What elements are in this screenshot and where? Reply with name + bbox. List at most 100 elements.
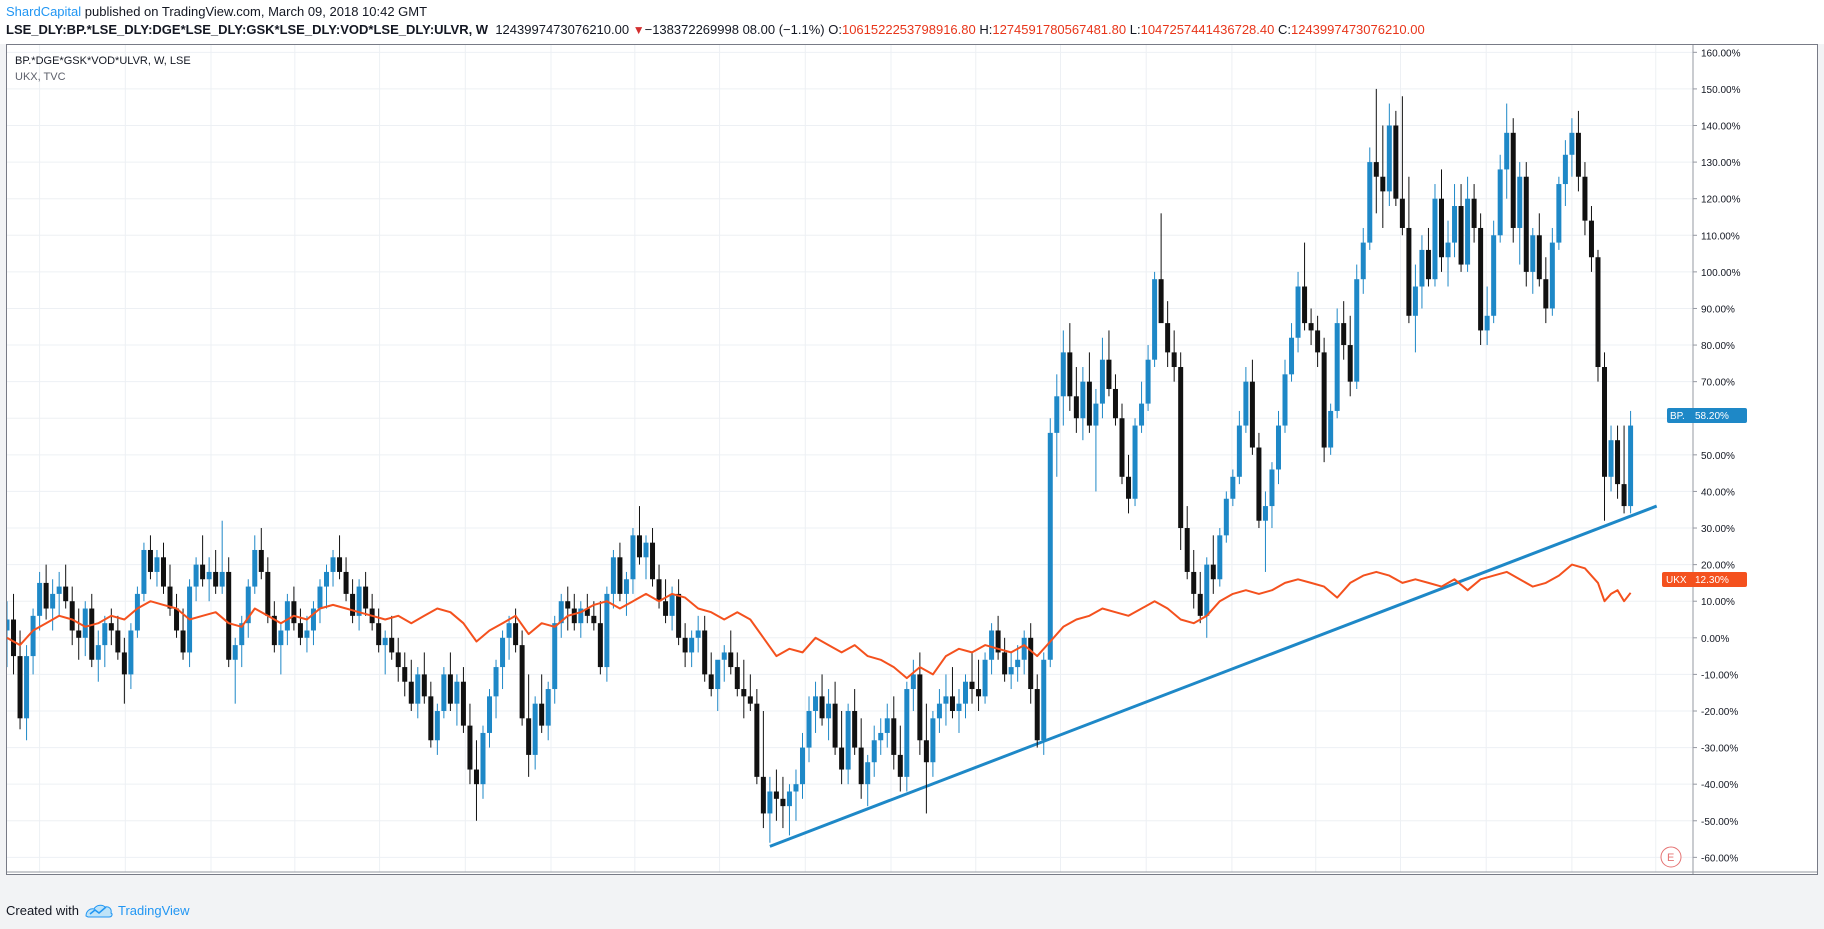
candle-body [565, 601, 571, 609]
candle-body [1628, 425, 1634, 507]
candle [1106, 330, 1112, 397]
candle-body [1419, 249, 1425, 287]
candle-body [487, 696, 493, 733]
candle [271, 601, 277, 653]
candle [310, 601, 316, 646]
candle [799, 732, 805, 799]
candle-body [1080, 381, 1086, 419]
candle [956, 689, 962, 733]
candle-body [578, 608, 584, 624]
candle-body [1360, 242, 1366, 280]
candle [982, 652, 988, 704]
candle-body [1230, 476, 1236, 499]
candle [754, 689, 760, 785]
candle-body [1184, 528, 1190, 572]
candle-body [1262, 506, 1268, 521]
candle-body [643, 542, 649, 558]
tradingview-link[interactable]: TradingView [118, 903, 190, 918]
candle-body [337, 557, 343, 572]
y-tick-label: -40.00% [1701, 780, 1738, 791]
candle-body [708, 674, 714, 690]
candle-body [1484, 315, 1490, 331]
candle-body [1249, 381, 1255, 448]
candle [865, 754, 871, 807]
candle-body [1099, 359, 1105, 404]
candle-body [174, 608, 180, 631]
candle-body [923, 740, 929, 763]
candle [643, 535, 649, 580]
candle [989, 623, 995, 675]
candle [871, 725, 877, 777]
candle [382, 630, 388, 675]
candle [741, 659, 747, 719]
candle-body [1497, 169, 1503, 236]
chart-canvas[interactable]: 160.00% 150.00% 140.00% 130.00% 120.00% 110.0… [7, 45, 1817, 874]
candle [1184, 506, 1190, 580]
candle-body [715, 659, 721, 690]
candle [936, 689, 942, 733]
candle-body [1139, 403, 1145, 426]
candle-body [1002, 652, 1008, 675]
candle-body [363, 586, 369, 609]
candle-body [1380, 176, 1386, 192]
trendline-layer[interactable] [769, 504, 1658, 848]
candle [1478, 213, 1484, 346]
candle-body [284, 601, 290, 631]
candle-body [741, 689, 747, 697]
chart-area[interactable]: 160.00% 150.00% 140.00% 130.00% 120.00% 110.0… [6, 44, 1818, 875]
candle-body [747, 696, 753, 704]
candle-body [982, 659, 988, 697]
candle-body [989, 630, 995, 660]
candle-body [480, 732, 486, 785]
candle [773, 769, 779, 821]
candle [63, 564, 69, 609]
candle [278, 623, 284, 675]
candle [610, 549, 616, 609]
candle [604, 586, 610, 682]
candle-body [1458, 206, 1464, 265]
price-axis[interactable]: 160.00% 150.00% 140.00% 130.00% 120.00% 110.0… [1693, 48, 1741, 864]
candle [50, 579, 56, 631]
y-tick-label: 10.00% [1701, 597, 1735, 608]
candle [1321, 337, 1327, 463]
earnings-icon[interactable]: E [1660, 846, 1682, 868]
candle [408, 659, 414, 711]
candle [1217, 528, 1223, 587]
candle-body [871, 740, 877, 763]
candle [1425, 227, 1431, 287]
candle-body [1523, 176, 1529, 272]
candle [623, 571, 629, 616]
trendline[interactable] [769, 504, 1658, 848]
candle [428, 681, 434, 748]
candle-body [454, 681, 460, 704]
candle-body [1145, 359, 1151, 404]
candle [493, 659, 499, 719]
tradingview-logo-icon[interactable] [84, 902, 114, 920]
candle [1602, 352, 1608, 521]
publish-info: ShardCapital published on TradingView.co… [6, 4, 427, 19]
candle [265, 557, 271, 624]
candle [558, 593, 564, 638]
candle-body [1582, 176, 1588, 221]
candle [324, 564, 330, 609]
candle [1615, 425, 1621, 499]
candle [552, 615, 558, 704]
candle [1204, 557, 1210, 638]
candle-body [447, 674, 453, 704]
candle [526, 674, 532, 777]
author-link[interactable]: ShardCapital [6, 4, 82, 19]
candle-body [506, 623, 512, 638]
symbol-name[interactable]: LSE_DLY:BP.*LSE_DLY:DGE*LSE_DLY:GSK*LSE_… [6, 22, 489, 37]
candle [500, 630, 506, 690]
candle [187, 579, 193, 668]
candle-body [193, 564, 199, 587]
candle-body [376, 623, 382, 646]
candle [239, 615, 245, 668]
candle [1328, 403, 1334, 455]
candle [473, 740, 479, 821]
candle-body [415, 674, 421, 704]
candle [82, 601, 88, 657]
candle-body [324, 571, 330, 587]
candle [1289, 323, 1295, 382]
candle-body [1021, 637, 1027, 660]
